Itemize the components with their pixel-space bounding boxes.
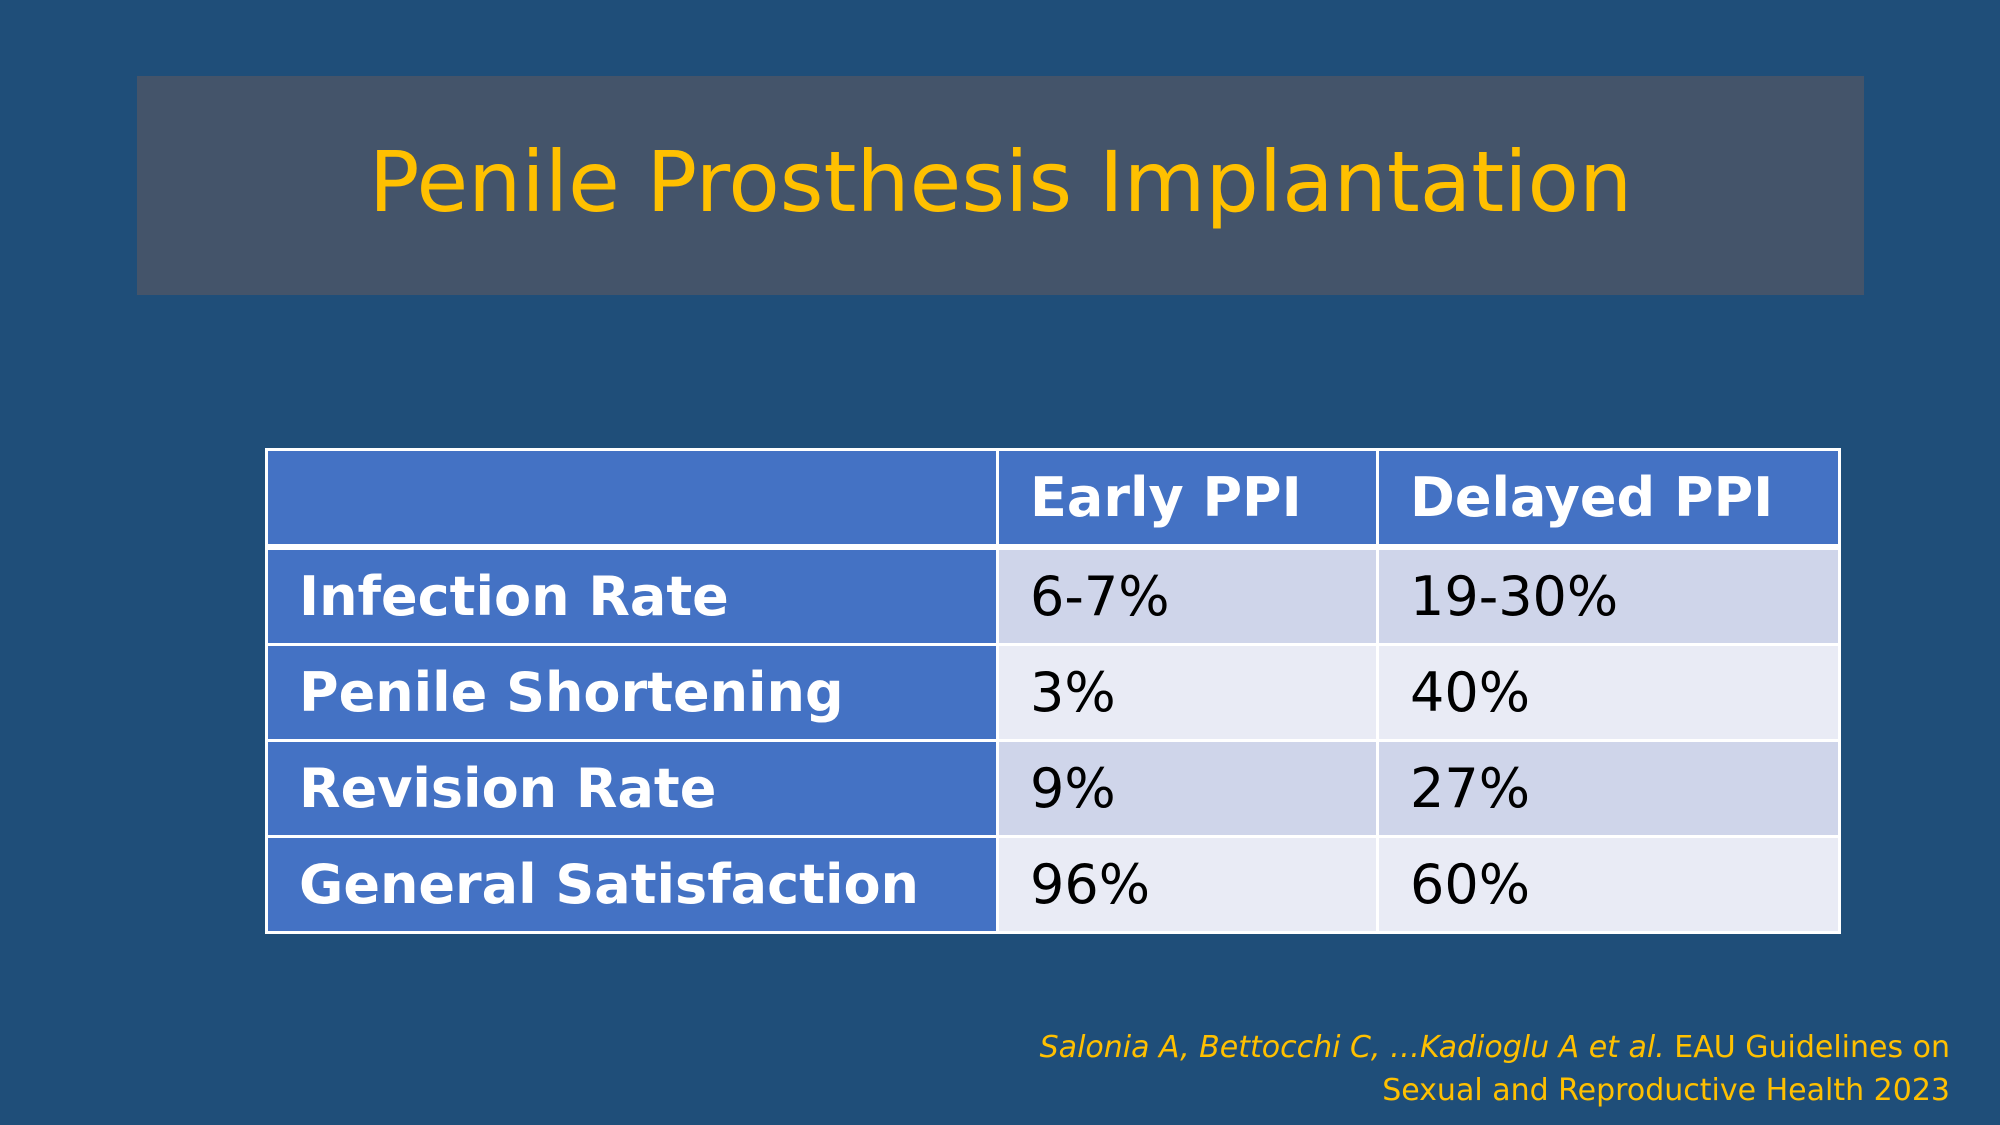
row-label-revision-rate: Revision Rate [265, 739, 999, 838]
title-band: Penile Prosthesis Implantation [137, 76, 1864, 295]
header-cell-early-ppi: Early PPI [996, 448, 1379, 550]
header-cell-delayed-ppi: Delayed PPI [1376, 448, 1841, 550]
cell-delayed-general-satisfaction: 60% [1376, 835, 1841, 934]
cell-early-infection-rate: 6-7% [996, 545, 1379, 646]
cell-early-general-satisfaction: 96% [996, 835, 1379, 934]
row-label-penile-shortening: Penile Shortening [265, 643, 999, 742]
table-row: Penile Shortening 3% 40% [265, 643, 1841, 742]
cell-delayed-penile-shortening: 40% [1376, 643, 1841, 742]
cell-delayed-revision-rate: 27% [1376, 739, 1841, 838]
slide-title: Penile Prosthesis Implantation [368, 132, 1633, 231]
comparison-table: Early PPI Delayed PPI Infection Rate 6-7… [265, 448, 1841, 934]
cell-early-penile-shortening: 3% [996, 643, 1379, 742]
table-header-row: Early PPI Delayed PPI [265, 448, 1841, 550]
citation-source-line-1: EAU Guidelines on [1664, 1030, 1950, 1065]
table-row: Infection Rate 6-7% 19-30% [265, 545, 1841, 646]
row-label-infection-rate: Infection Rate [265, 545, 999, 646]
citation: Salonia A, Bettocchi C, …Kadioglu A et a… [1040, 1026, 1950, 1112]
citation-authors: Salonia A, Bettocchi C, …Kadioglu A et a… [1039, 1030, 1665, 1065]
row-label-general-satisfaction: General Satisfaction [265, 835, 999, 934]
table-row: Revision Rate 9% 27% [265, 739, 1841, 838]
cell-early-revision-rate: 9% [996, 739, 1379, 838]
table-row: General Satisfaction 96% 60% [265, 835, 1841, 934]
citation-line-1: Salonia A, Bettocchi C, …Kadioglu A et a… [1040, 1026, 1950, 1069]
cell-delayed-infection-rate: 19-30% [1376, 545, 1841, 646]
header-cell-empty [265, 448, 999, 550]
citation-source-line-2: Sexual and Reproductive Health 2023 [1382, 1073, 1950, 1108]
